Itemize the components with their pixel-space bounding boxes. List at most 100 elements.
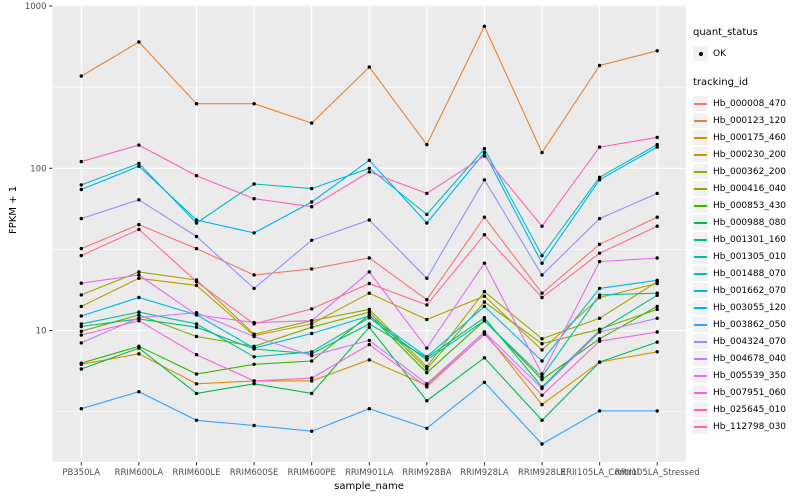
data-point [482,261,487,265]
data-point [482,300,487,304]
x-tick-label: RRIM600LE [172,468,220,478]
data-point [252,197,256,201]
data-point [194,322,199,326]
legend-item-label: Hb_005539_350 [713,370,787,381]
data-point [310,354,314,358]
legend-key-box [693,181,708,196]
data-point [425,385,429,389]
legend-key-box [693,419,708,434]
legend-line-swatch [694,273,707,275]
legend-key-box [693,215,708,230]
data-point [137,198,141,202]
legend-line-swatch [694,392,707,394]
data-point [137,390,141,394]
data-point [79,216,84,221]
legend: quant_status OK tracking_id Hb_000008_47… [693,27,799,450]
data-point [367,158,371,162]
data-point [655,304,659,309]
data-point [310,307,314,311]
legend-item-label: Hb_000008_470 [713,98,787,109]
legend-item-label: Hb_007951_060 [713,387,787,398]
legend-item-Hb_000988_080: Hb_000988_080 [693,214,799,231]
data-point [79,322,84,326]
legend-key-box [693,198,708,213]
data-point [597,178,602,182]
legend-item-label: Hb_000123_120 [713,115,787,126]
point-marker-icon [698,51,703,56]
data-point [79,183,84,187]
data-point [540,418,544,422]
legend-line-swatch [694,256,707,258]
data-point [425,426,429,430]
data-point [655,135,659,140]
x-tick-label: RRII105LA_Control [560,468,639,478]
data-point [310,359,314,363]
legend-line-swatch [694,307,707,309]
legend-tracking-items: Hb_000008_470 Hb_000123_120 Hb_000175_460 H… [693,95,799,435]
legend-item-Hb_004678_040: Hb_004678_040 [693,350,799,367]
data-point [597,242,602,246]
data-point [597,316,602,320]
data-point [540,291,544,295]
data-point [310,379,314,383]
data-point [425,346,429,350]
data-point [540,342,544,346]
data-point [79,324,84,329]
data-point [194,313,199,317]
legend-item-Hb_003862_050: Hb_003862_050 [693,316,799,333]
data-point [482,304,487,309]
legend-item-Hb_025645_010: Hb_025645_010 [693,401,799,418]
data-point [310,205,314,209]
legend-item-label: Hb_004678_040 [713,353,787,364]
x-tick-label: PB350LA [62,468,100,478]
data-point [310,350,314,354]
data-point [252,182,256,186]
data-point [310,121,314,125]
data-point [194,325,199,329]
data-point [425,142,429,147]
legend-line-swatch [694,426,707,428]
legend-item-label: Hb_025645_010 [713,404,787,415]
data-point [194,418,199,422]
data-point [540,337,544,341]
data-point [367,310,371,314]
data-point [482,24,487,28]
data-point [367,322,371,326]
x-tick-label: RRIM600SE [230,468,279,478]
data-point [79,407,84,411]
legend-item-Hb_001488_070: Hb_001488_070 [693,265,799,282]
data-point [482,147,487,151]
legend-item-label: Hb_000362_200 [713,166,787,177]
data-point [310,376,314,380]
data-point [597,145,602,149]
data-point [367,270,371,274]
data-point [367,65,371,69]
data-point [540,253,544,258]
data-point [252,102,256,106]
legend-item-Hb_000175_460: Hb_000175_460 [693,129,799,146]
data-point [655,330,659,334]
plot-panel: 1000 100 10 PB350LA RRIM600LA RRIM600LE RRIM60… [25,2,700,478]
legend-line-swatch [694,222,707,224]
data-point [367,218,371,222]
legend-key-box [693,283,708,298]
legend-key-box [693,351,708,366]
data-point [425,371,429,375]
data-point [367,166,371,170]
data-point [252,322,256,326]
data-point [137,273,141,277]
legend-item-label: Hb_003862_050 [713,319,787,330]
data-point [79,329,84,333]
data-point [310,200,314,204]
legend-item-Hb_004324_070: Hb_004324_070 [693,333,799,350]
data-point [540,150,544,155]
data-point [540,295,544,300]
data-point [482,233,487,237]
data-point [137,276,141,280]
data-point [482,316,487,320]
data-point [367,256,371,260]
legend-item-label: Hb_001488_070 [713,268,787,279]
data-point [482,154,487,158]
data-point [310,325,314,329]
data-point [137,161,141,166]
